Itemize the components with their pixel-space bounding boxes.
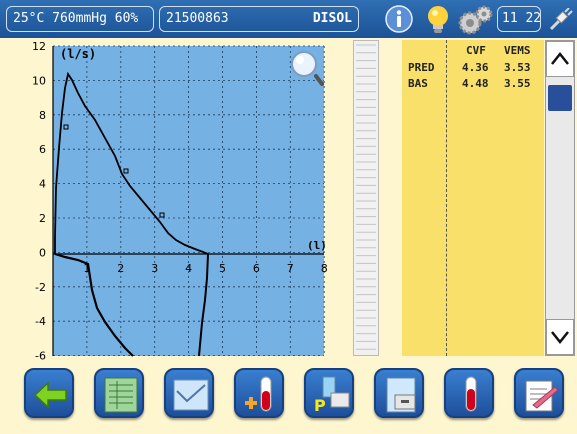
svg-text:P: P — [314, 396, 326, 415]
y-tick-label: 10 — [32, 74, 46, 87]
y-tick-label: -2 — [35, 281, 46, 294]
y-tick-label: 6 — [39, 143, 46, 156]
x-tick-label: 1 — [83, 262, 90, 275]
patient-name: DISOL — [312, 11, 352, 26]
inhaler-icon: P — [314, 376, 350, 415]
header-cvf: CVF — [466, 44, 486, 57]
scale-strip — [353, 40, 379, 356]
bas-vems: 3.55 — [504, 77, 531, 90]
x-tick-label: 5 — [219, 262, 226, 275]
marker — [159, 212, 165, 218]
document-edit-icon — [525, 380, 559, 412]
environment-text: 25°C 760mmHg 60% — [13, 11, 139, 26]
y-tick-label: -4 — [35, 315, 46, 328]
print-report-button[interactable] — [514, 368, 564, 418]
patient-id: 21500863 — [166, 11, 229, 26]
bronchodilator-button[interactable]: P — [304, 368, 354, 418]
x-tick-labels: 1 2 3 4 5 6 7 8 — [83, 262, 327, 275]
header-vems: VEMS — [504, 44, 531, 57]
table-divider — [446, 40, 447, 356]
chart-icon — [173, 379, 209, 411]
expiratory-curve — [54, 71, 209, 255]
marker — [123, 168, 129, 174]
y-tick-label: 2 — [39, 212, 46, 225]
x-tick-label: 7 — [287, 262, 294, 275]
table-scrollbar[interactable] — [545, 40, 575, 356]
add-test-button[interactable] — [234, 368, 284, 418]
strip-ticks — [356, 44, 376, 350]
file-cabinet-icon — [386, 377, 416, 413]
x-tick-label: 8 — [321, 262, 328, 275]
inspiratory-return — [198, 253, 209, 357]
spreadsheet-icon — [104, 377, 138, 413]
x-tick-label: 4 — [185, 262, 192, 275]
scroll-up-button[interactable] — [546, 41, 574, 77]
pred-cvf: 4.36 — [462, 61, 489, 74]
back-button[interactable] — [24, 368, 74, 418]
curve-view-button[interactable] — [164, 368, 214, 418]
y-tick-label: 0 — [39, 246, 46, 259]
bas-cvf: 4.48 — [462, 77, 489, 90]
y-tick-label: 8 — [39, 109, 46, 122]
scroll-thumb[interactable] — [548, 85, 572, 111]
magnifier-icon[interactable] — [291, 51, 324, 86]
row-label-pred: PRED — [408, 61, 435, 74]
environment-field[interactable]: 25°C 760mmHg 60% — [6, 6, 154, 32]
inspiratory-curve — [54, 252, 134, 357]
scroll-down-button[interactable] — [546, 319, 574, 355]
patient-field[interactable]: 21500863 DISOL — [159, 6, 359, 32]
lightbulb-icon[interactable] — [424, 4, 452, 36]
test-tube-icon — [465, 376, 477, 412]
x-tick-label: 2 — [117, 262, 124, 275]
clock-text: 11 22 — [502, 11, 541, 26]
archive-button[interactable] — [374, 368, 424, 418]
grid-lines — [53, 45, 325, 357]
status-bar: 25°C 760mmHg 60% 21500863 DISOL 11 22 — [0, 0, 577, 38]
y-unit-label: (l/s) — [60, 47, 96, 61]
test-button[interactable] — [444, 368, 494, 418]
plug-icon[interactable] — [548, 8, 574, 32]
report-button[interactable] — [94, 368, 144, 418]
test-tube-plus-icon — [245, 376, 272, 412]
x-tick-label: 3 — [151, 262, 158, 275]
chevron-up-icon — [551, 51, 569, 65]
x-tick-label: 6 — [253, 262, 260, 275]
y-tick-label: -6 — [35, 350, 46, 360]
x-unit-label: (l) — [307, 239, 327, 252]
pred-vems: 3.53 — [504, 61, 531, 74]
marker — [63, 124, 69, 130]
clock-field[interactable]: 11 22 — [497, 6, 541, 32]
info-icon[interactable] — [384, 4, 414, 34]
y-tick-label: 4 — [39, 178, 46, 191]
chevron-down-icon — [551, 331, 569, 345]
row-label-bas: BAS — [408, 77, 428, 90]
y-tick-label: 12 — [32, 40, 46, 53]
back-arrow-icon — [33, 381, 67, 409]
gears-icon[interactable] — [458, 4, 494, 36]
y-tick-labels: 12 10 8 6 4 2 0 -2 -4 -6 — [32, 40, 46, 360]
results-table: CVF VEMS PRED 4.36 3.53 BAS 4.48 3.55 — [402, 40, 544, 356]
bottom-toolbar: P — [0, 360, 577, 434]
